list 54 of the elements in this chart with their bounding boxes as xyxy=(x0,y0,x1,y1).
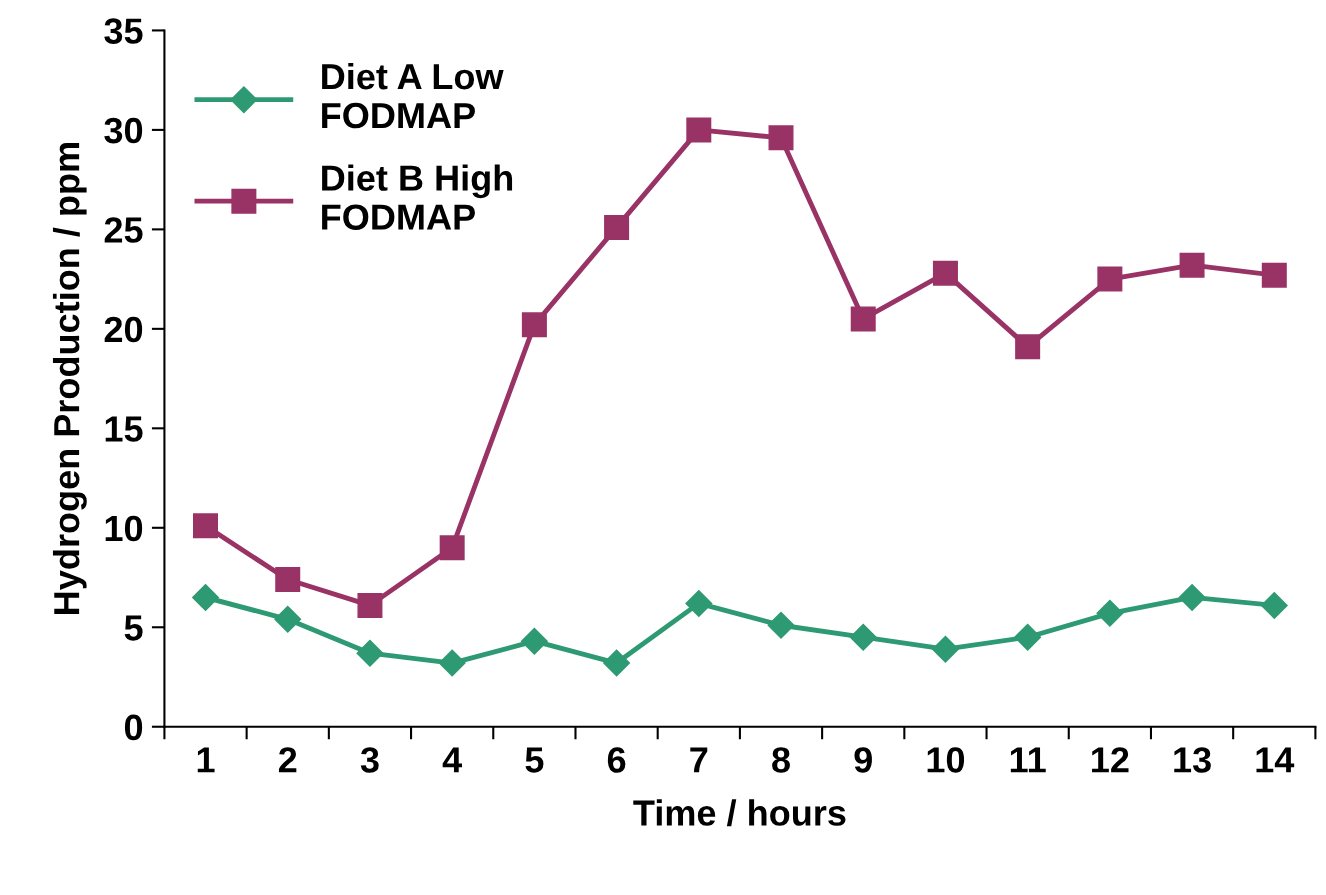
y-tick-label: 0 xyxy=(124,714,143,741)
point xyxy=(849,623,877,651)
y-tick-label: 35 xyxy=(104,18,143,44)
legend-label: Diet B High FODMAP xyxy=(322,164,513,230)
point xyxy=(1014,623,1042,651)
point xyxy=(603,649,631,677)
y-tick-label: 30 xyxy=(104,117,143,144)
x-tick-label: 14 xyxy=(1256,747,1295,773)
x-tick-label: 4 xyxy=(442,747,463,773)
x-tick-label: 12 xyxy=(1092,747,1129,773)
point xyxy=(1096,599,1124,627)
point xyxy=(438,649,466,677)
x-tick-label: 5 xyxy=(525,747,544,773)
x-tick-label: 6 xyxy=(607,747,626,773)
x-tick-label: 7 xyxy=(690,747,708,773)
point xyxy=(1260,591,1288,619)
x-tick-label: 2 xyxy=(278,747,297,773)
point xyxy=(1179,252,1205,278)
point xyxy=(686,117,712,143)
y-tick-label: 10 xyxy=(105,515,143,542)
point xyxy=(850,306,876,332)
point xyxy=(520,627,548,655)
point xyxy=(1015,334,1041,360)
y-tick-label: 20 xyxy=(104,316,143,343)
point xyxy=(192,583,219,611)
point xyxy=(685,589,713,617)
y-axis-title: Hydrogen Production / ppm xyxy=(52,143,87,614)
point xyxy=(356,639,384,667)
point xyxy=(439,535,465,561)
point xyxy=(767,611,795,639)
x-tick-label: 11 xyxy=(1010,747,1046,773)
point xyxy=(193,513,219,539)
x-tick-label: 3 xyxy=(360,747,379,773)
point xyxy=(931,635,959,663)
x-tick-label: 10 xyxy=(927,747,965,773)
point xyxy=(521,312,547,338)
x-tick-label: 8 xyxy=(772,747,790,773)
x-tick-label: 13 xyxy=(1174,747,1211,773)
point xyxy=(768,125,794,151)
y-tick-label: 15 xyxy=(105,416,143,442)
point xyxy=(274,605,302,633)
point xyxy=(932,260,958,286)
y-tick-label: 5 xyxy=(124,615,143,641)
point xyxy=(1261,262,1287,288)
point xyxy=(357,592,383,618)
y-tick-label: 25 xyxy=(104,217,143,243)
legend-label: Diet A Low FODMAP xyxy=(322,62,504,129)
point xyxy=(1097,266,1123,292)
point xyxy=(604,214,630,240)
point xyxy=(275,567,301,593)
x-tick-label: 9 xyxy=(854,747,872,773)
x-axis-title: Time / hours xyxy=(633,799,846,827)
x-tick-label: 1 xyxy=(197,747,215,773)
point xyxy=(1178,583,1206,611)
